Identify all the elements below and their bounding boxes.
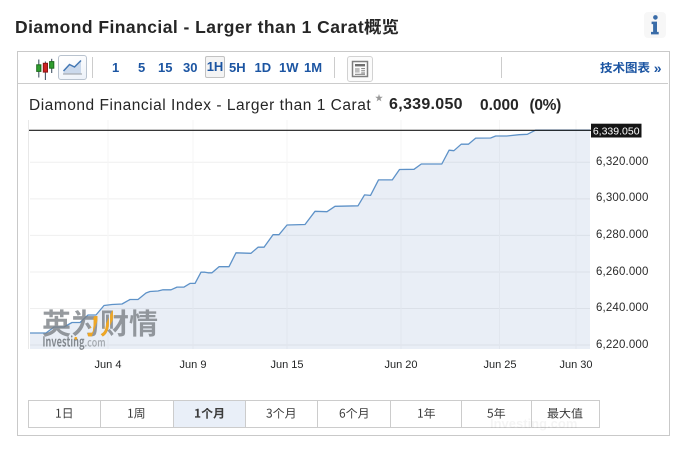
svg-text:6,339.050: 6,339.050 [593,125,640,137]
